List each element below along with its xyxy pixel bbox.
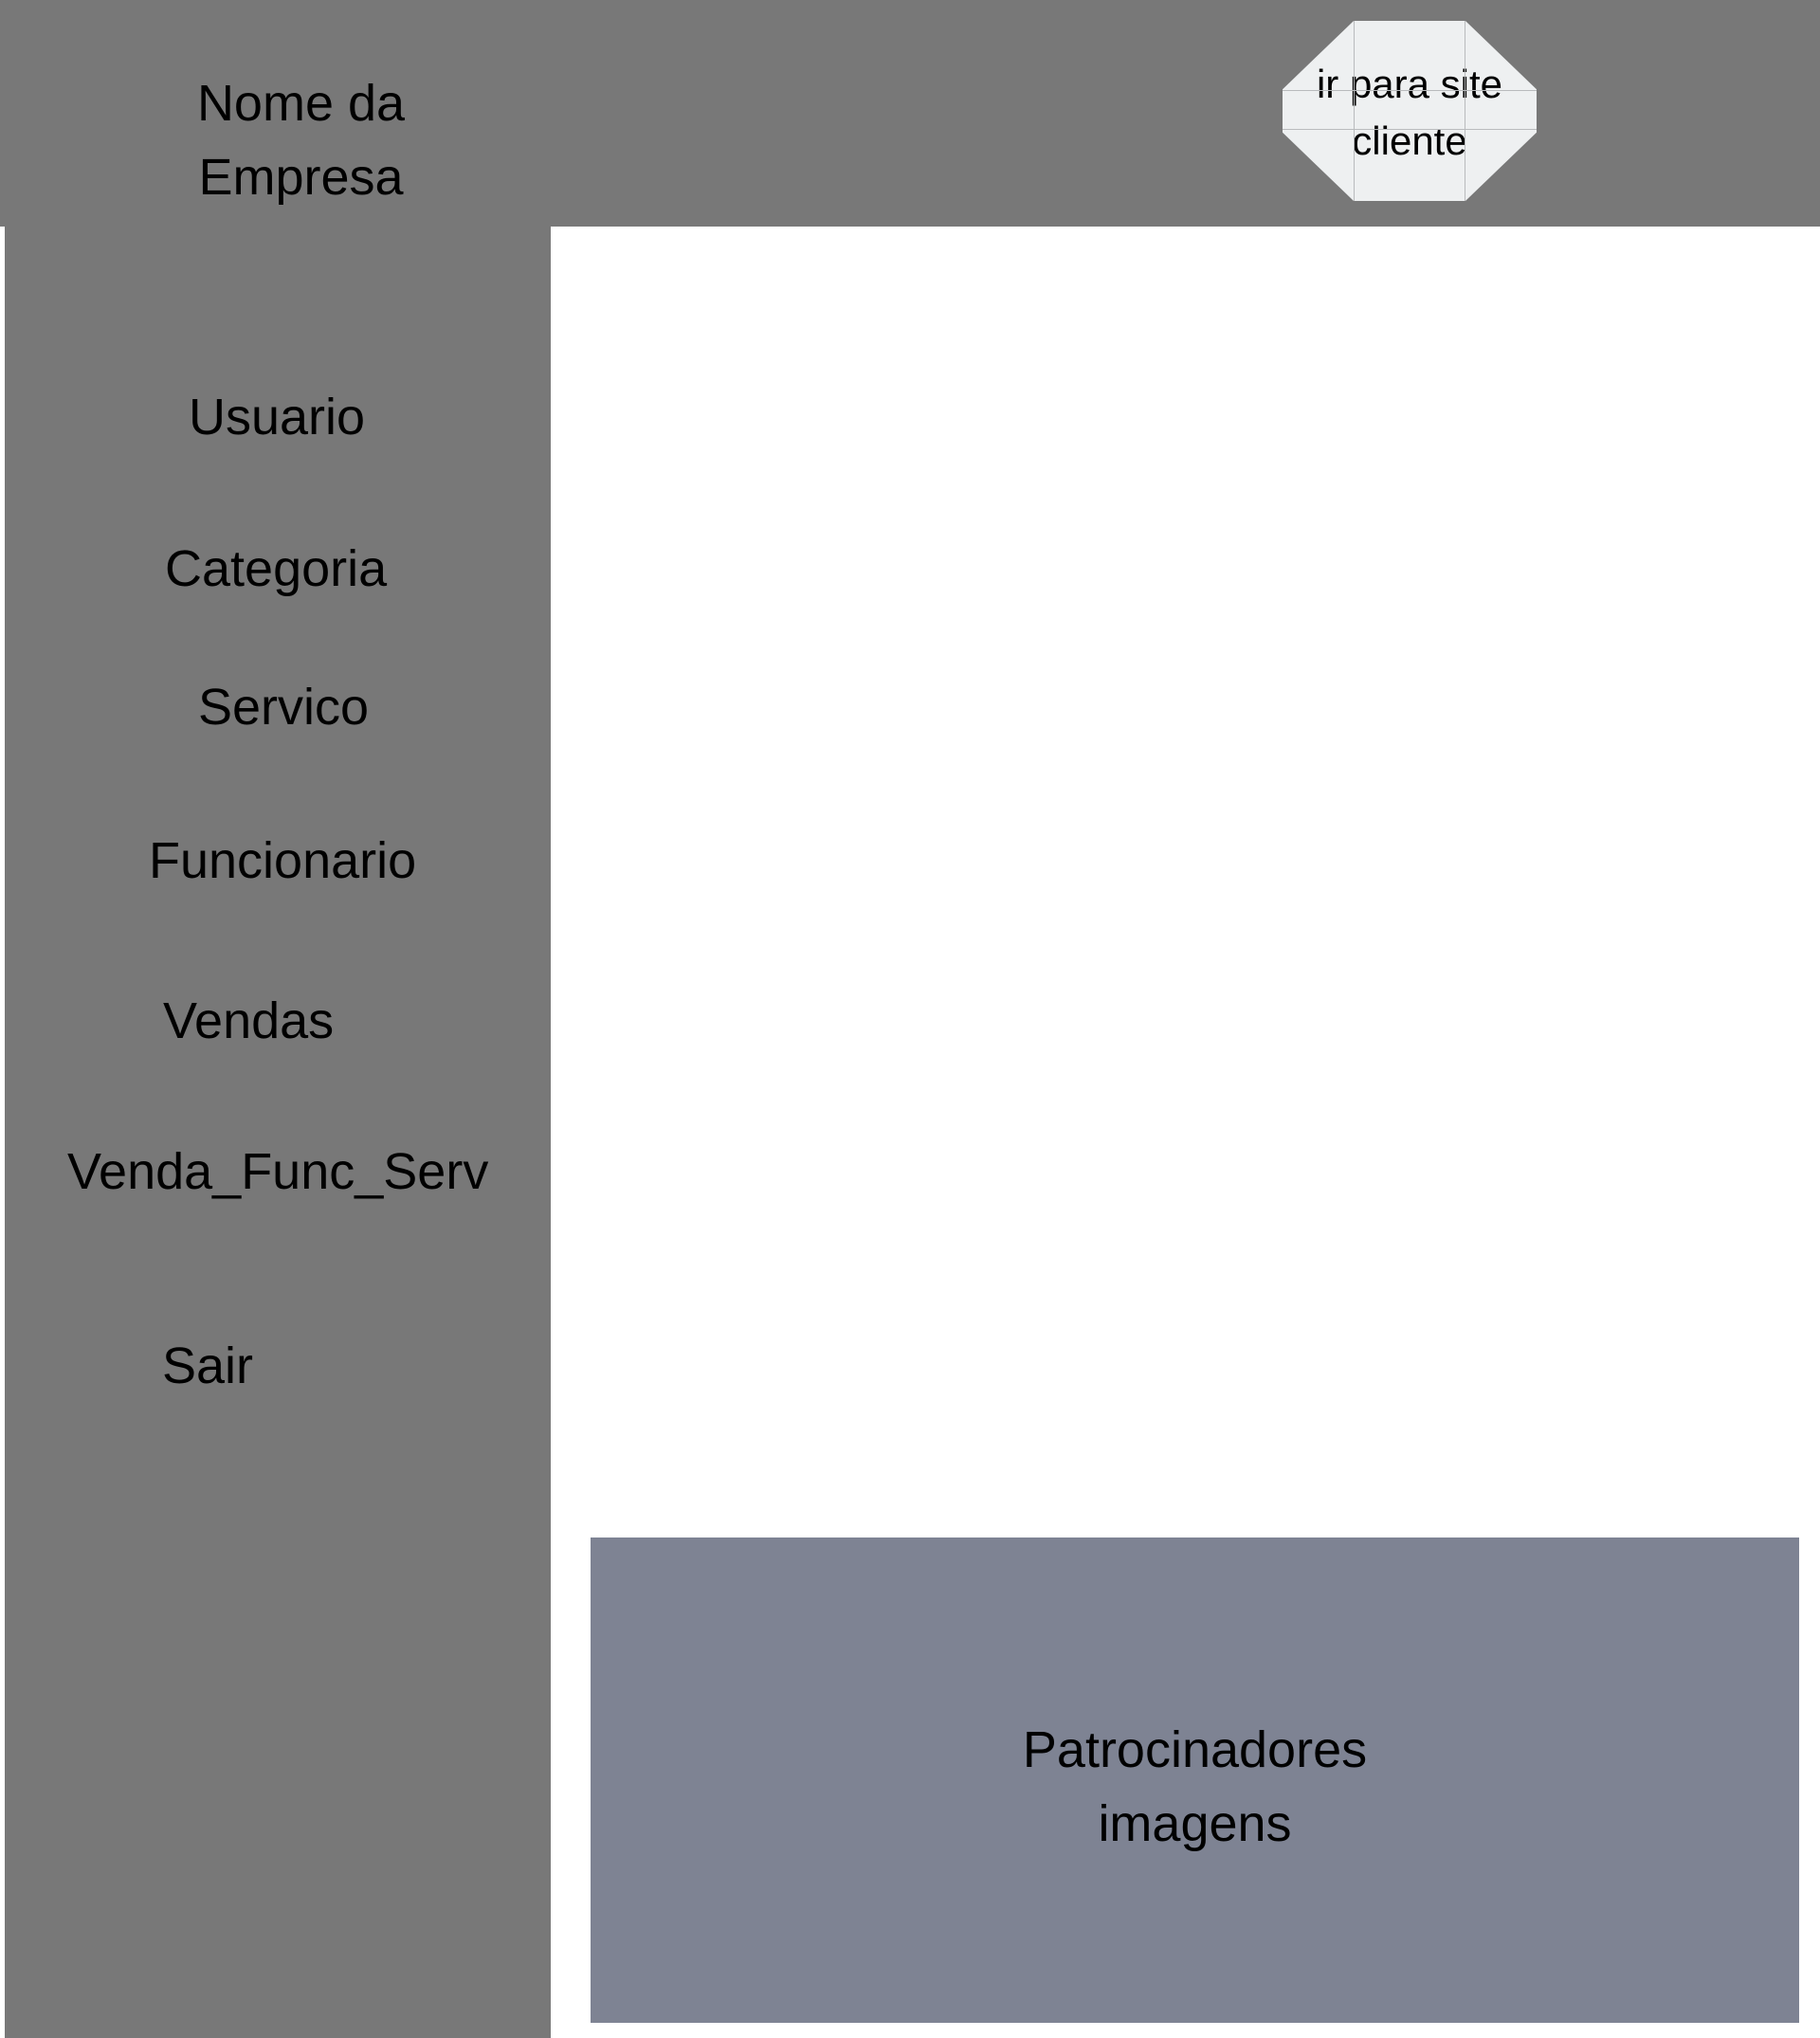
company-name-line-2: Empresa (198, 149, 404, 206)
client-site-button-line-1: ir para site (1316, 62, 1503, 106)
sidebar-item-funcionario[interactable]: Funcionario (149, 832, 417, 889)
sidebar-item-sair[interactable]: Sair (162, 1337, 254, 1394)
sponsor-label-line-1: Patrocinadores (1022, 1721, 1368, 1778)
sponsor-images-panel: Patrocinadores imagens (591, 1538, 1799, 2023)
sidebar-item-categoria[interactable]: Categoria (165, 540, 388, 597)
company-name: Nome da Empresa (147, 66, 455, 214)
sponsor-label-line-2: imagens (1098, 1795, 1292, 1852)
sidebar-item-vendas[interactable]: Vendas (163, 992, 335, 1049)
company-name-line-1: Nome da (196, 75, 406, 132)
sidebar-item-servico[interactable]: Servico (198, 679, 370, 736)
client-site-button[interactable]: ir para site cliente (1283, 21, 1537, 201)
sidebar-item-usuario[interactable]: Usuario (189, 389, 366, 446)
sponsor-label: Patrocinadores imagens (591, 1713, 1799, 1861)
sidebar (5, 207, 551, 2038)
sidebar-item-venda-func-serv[interactable]: Venda_Func_Serv (67, 1143, 489, 1200)
client-site-button-line-2: cliente (1352, 118, 1467, 163)
